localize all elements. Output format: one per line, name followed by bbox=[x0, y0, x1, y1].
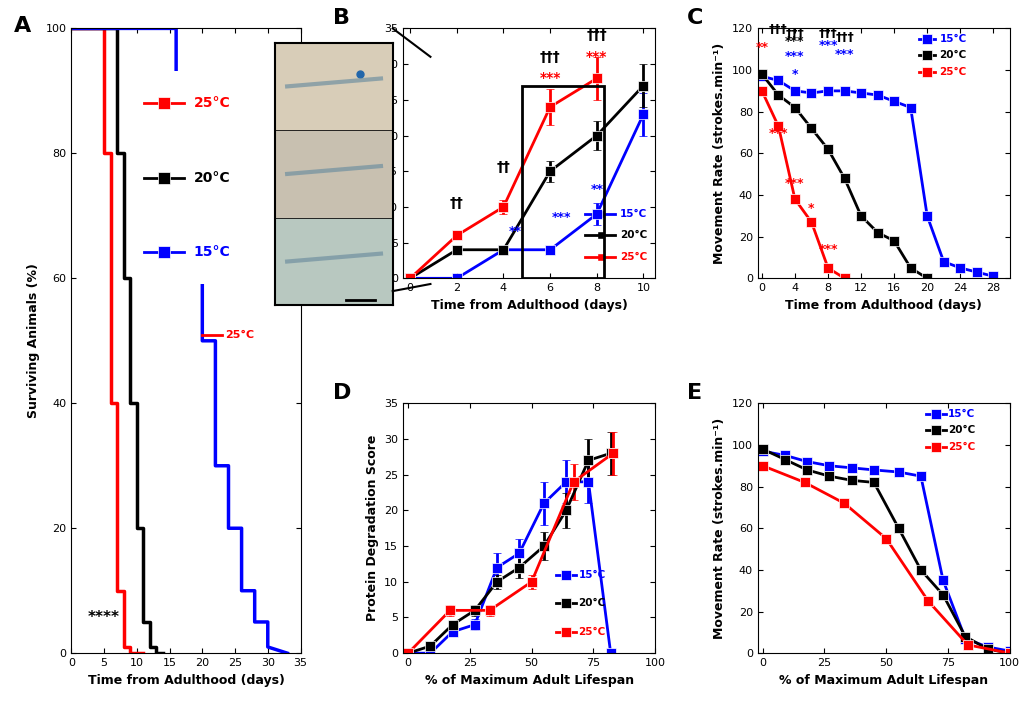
Y-axis label: Protein Degradation Score: Protein Degradation Score bbox=[365, 435, 378, 621]
Text: ***: *** bbox=[785, 35, 804, 48]
Text: ***: *** bbox=[785, 50, 804, 62]
Text: †††: ††† bbox=[835, 31, 853, 44]
Text: C: C bbox=[687, 9, 703, 28]
Text: ****: **** bbox=[88, 610, 120, 625]
Text: ***: *** bbox=[539, 71, 560, 85]
Text: 20°C: 20°C bbox=[578, 599, 605, 608]
Y-axis label: Movement Rate (strokes.min⁻¹): Movement Rate (strokes.min⁻¹) bbox=[712, 417, 726, 639]
Text: 20°C: 20°C bbox=[620, 231, 647, 241]
Text: ***: *** bbox=[768, 126, 788, 140]
Text: 25°C: 25°C bbox=[578, 627, 605, 637]
Text: E: E bbox=[687, 383, 702, 403]
Text: †††: ††† bbox=[539, 50, 559, 63]
Text: A: A bbox=[14, 16, 32, 36]
X-axis label: Time from Adulthood (days): Time from Adulthood (days) bbox=[430, 299, 627, 312]
Text: 25°C: 25°C bbox=[194, 96, 230, 110]
Text: ††: †† bbox=[496, 160, 510, 174]
Text: 25°C: 25°C bbox=[620, 252, 647, 262]
Text: 15°C: 15°C bbox=[225, 192, 254, 202]
Text: 20°C: 20°C bbox=[225, 261, 254, 271]
Bar bbox=[522, 85, 603, 278]
Text: ***: *** bbox=[785, 177, 804, 190]
Text: 15°C: 15°C bbox=[194, 245, 230, 259]
Text: ***: *** bbox=[551, 211, 571, 224]
Y-axis label: Protein Degradation Score: Protein Degradation Score bbox=[365, 60, 378, 246]
Text: 15°C: 15°C bbox=[620, 209, 647, 219]
X-axis label: Time from Adulthood (days): Time from Adulthood (days) bbox=[88, 674, 284, 687]
Text: **: ** bbox=[590, 182, 602, 196]
Text: 20°C: 20°C bbox=[194, 170, 230, 185]
Y-axis label: Surviving Animals (%): Surviving Animals (%) bbox=[26, 263, 40, 418]
Bar bbox=[275, 130, 392, 218]
Text: **: ** bbox=[508, 226, 521, 239]
Y-axis label: Movement Rate (strokes.min⁻¹): Movement Rate (strokes.min⁻¹) bbox=[712, 43, 726, 264]
Text: ***: *** bbox=[834, 48, 854, 60]
Text: 25°C: 25°C bbox=[947, 442, 974, 452]
Text: *: * bbox=[807, 202, 814, 214]
Text: B: B bbox=[332, 9, 350, 28]
Text: †††: ††† bbox=[818, 27, 837, 40]
Text: 25°C: 25°C bbox=[938, 67, 966, 77]
Text: 15°C: 15°C bbox=[947, 409, 974, 419]
Text: †††: ††† bbox=[785, 27, 804, 40]
Text: 20°C: 20°C bbox=[947, 425, 974, 435]
Text: ***: *** bbox=[817, 39, 837, 53]
Text: 15°C: 15°C bbox=[938, 34, 966, 44]
X-axis label: Time from Adulthood (days): Time from Adulthood (days) bbox=[785, 299, 981, 312]
Text: †††: ††† bbox=[768, 23, 787, 36]
Text: **: ** bbox=[755, 41, 767, 54]
Text: 15°C: 15°C bbox=[578, 569, 605, 579]
Text: *: * bbox=[791, 68, 798, 82]
Text: D: D bbox=[332, 383, 351, 403]
Text: ††: †† bbox=[449, 196, 464, 210]
Text: 25°C: 25°C bbox=[225, 329, 254, 339]
X-axis label: % of Maximum Adult Lifespan: % of Maximum Adult Lifespan bbox=[779, 674, 987, 687]
Bar bbox=[275, 43, 392, 130]
Text: ***: *** bbox=[586, 50, 607, 63]
Text: †††: ††† bbox=[586, 28, 606, 42]
Text: 20°C: 20°C bbox=[938, 50, 966, 60]
Bar bbox=[275, 218, 392, 305]
X-axis label: % of Maximum Adult Lifespan: % of Maximum Adult Lifespan bbox=[424, 674, 633, 687]
Text: ***: *** bbox=[817, 244, 837, 256]
